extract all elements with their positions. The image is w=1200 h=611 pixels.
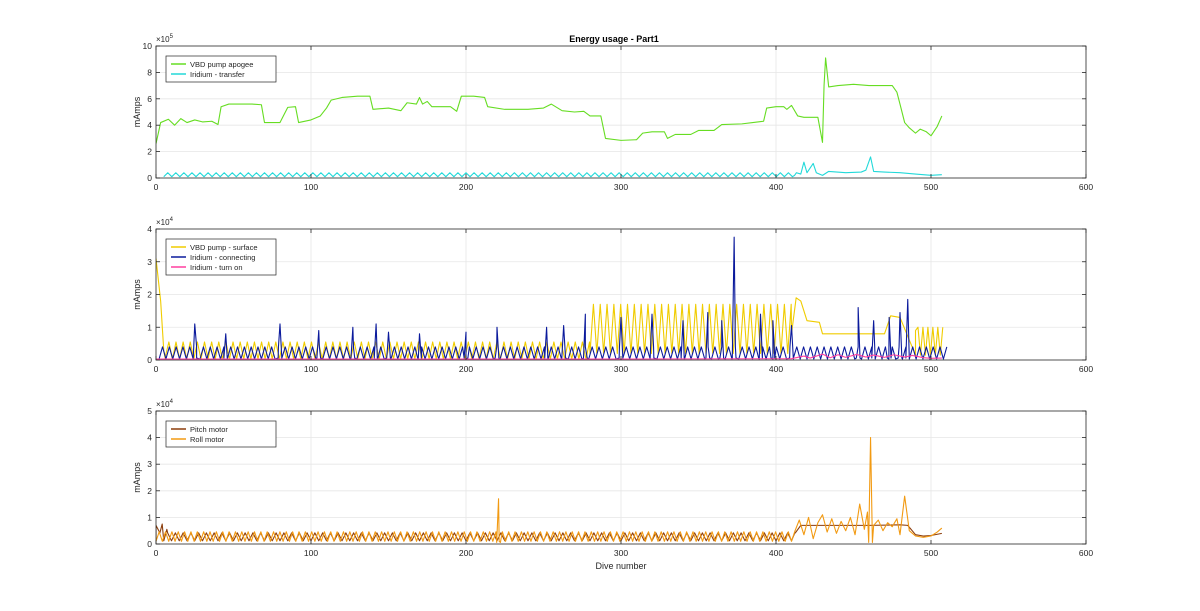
x-tick-label: 0	[154, 364, 159, 374]
legend-label-vbd-pump-surface: VBD pump - surface	[190, 243, 258, 252]
y-axis-label: mAmps	[132, 279, 142, 310]
y-tick-label: 2	[147, 147, 152, 157]
axes-energy-apogee: 0 100 200 300 400 500 600 0 2 4 6 8 10×105 mAmps VBD p…	[132, 34, 1093, 192]
x-axis-label: Dive number	[595, 561, 646, 571]
figure-title: Energy usage - Part1	[569, 34, 659, 44]
y-tick-label: 10	[143, 41, 153, 51]
y-tick-label: 1	[147, 512, 152, 522]
x-tick-label: 600	[1079, 182, 1093, 192]
legend-box	[165, 420, 277, 448]
x-tick-label: 300	[614, 548, 628, 558]
x-tick-label: 600	[1079, 364, 1093, 374]
legend-label-vbd-pump-apogee: VBD pump apogee	[190, 60, 253, 69]
axes-energy-surface: 0 100 200 300 400 500 600 0 1 2 3 4 ×104 mAmps VBD pum…	[132, 217, 1093, 374]
x-tick-label: 500	[924, 182, 938, 192]
y-tick-label: 3	[147, 257, 152, 267]
series-line-iridium-turn-on	[156, 353, 942, 360]
series-line-roll-motor	[156, 437, 943, 543]
y-exponent-label: ×105	[156, 34, 174, 44]
x-tick-label: 400	[769, 182, 783, 192]
legend-box	[165, 55, 277, 83]
y-tick-label: 2	[147, 486, 152, 496]
x-tick-label: 100	[304, 364, 318, 374]
legend-label-iridium-turn-on: Iridium - turn on	[190, 263, 243, 272]
y-tick-label: 4	[147, 224, 152, 234]
y-tick-label: 2	[147, 290, 152, 300]
legend-label-iridium-connecting: Iridium - connecting	[190, 253, 255, 262]
y-tick-label: 3	[147, 459, 152, 469]
y-tick-label: 4	[147, 433, 152, 443]
x-tick-label: 400	[769, 548, 783, 558]
y-exponent-label: ×104	[156, 399, 174, 409]
x-tick-label: 300	[614, 364, 628, 374]
y-axis-label: mAmps	[132, 462, 142, 493]
x-tick-label: 0	[154, 548, 159, 558]
y-tick-label: 1	[147, 322, 152, 332]
legend-label-pitch-motor: Pitch motor	[190, 425, 228, 434]
legend-label-iridium-transfer: Iridium - transfer	[190, 70, 245, 79]
y-tick-label: 8	[147, 67, 152, 77]
x-tick-label: 500	[924, 364, 938, 374]
y-axis-label: mAmps	[132, 96, 142, 127]
y-tick-label: 6	[147, 94, 152, 104]
y-exponent-label: ×104	[156, 217, 174, 227]
x-tick-label: 600	[1079, 548, 1093, 558]
x-tick-label: 200	[459, 364, 473, 374]
x-tick-label: 200	[459, 182, 473, 192]
series-line-iridium-transfer	[163, 156, 942, 178]
x-tick-label: 200	[459, 548, 473, 558]
x-tick-label: 100	[304, 548, 318, 558]
series-line-vbd-pump-apogee	[156, 57, 943, 144]
y-tick-label: 5	[147, 406, 152, 416]
y-tick-label: 4	[147, 120, 152, 130]
y-tick-label: 0	[147, 173, 152, 183]
x-tick-label: 0	[154, 182, 159, 192]
x-tick-label: 400	[769, 364, 783, 374]
y-tick-label: 0	[147, 355, 152, 365]
legend-label-roll-motor: Roll motor	[190, 435, 225, 444]
x-tick-label: 500	[924, 548, 938, 558]
y-tick-label: 0	[147, 539, 152, 549]
x-tick-label: 300	[614, 182, 628, 192]
axes-energy-motors: 0 100 200 300 400 500 600 0 1 2 3 4 5 ×104 mAmps Dive n…	[132, 399, 1093, 571]
x-tick-label: 100	[304, 182, 318, 192]
series-line-vbd-pump-surface	[156, 258, 944, 360]
